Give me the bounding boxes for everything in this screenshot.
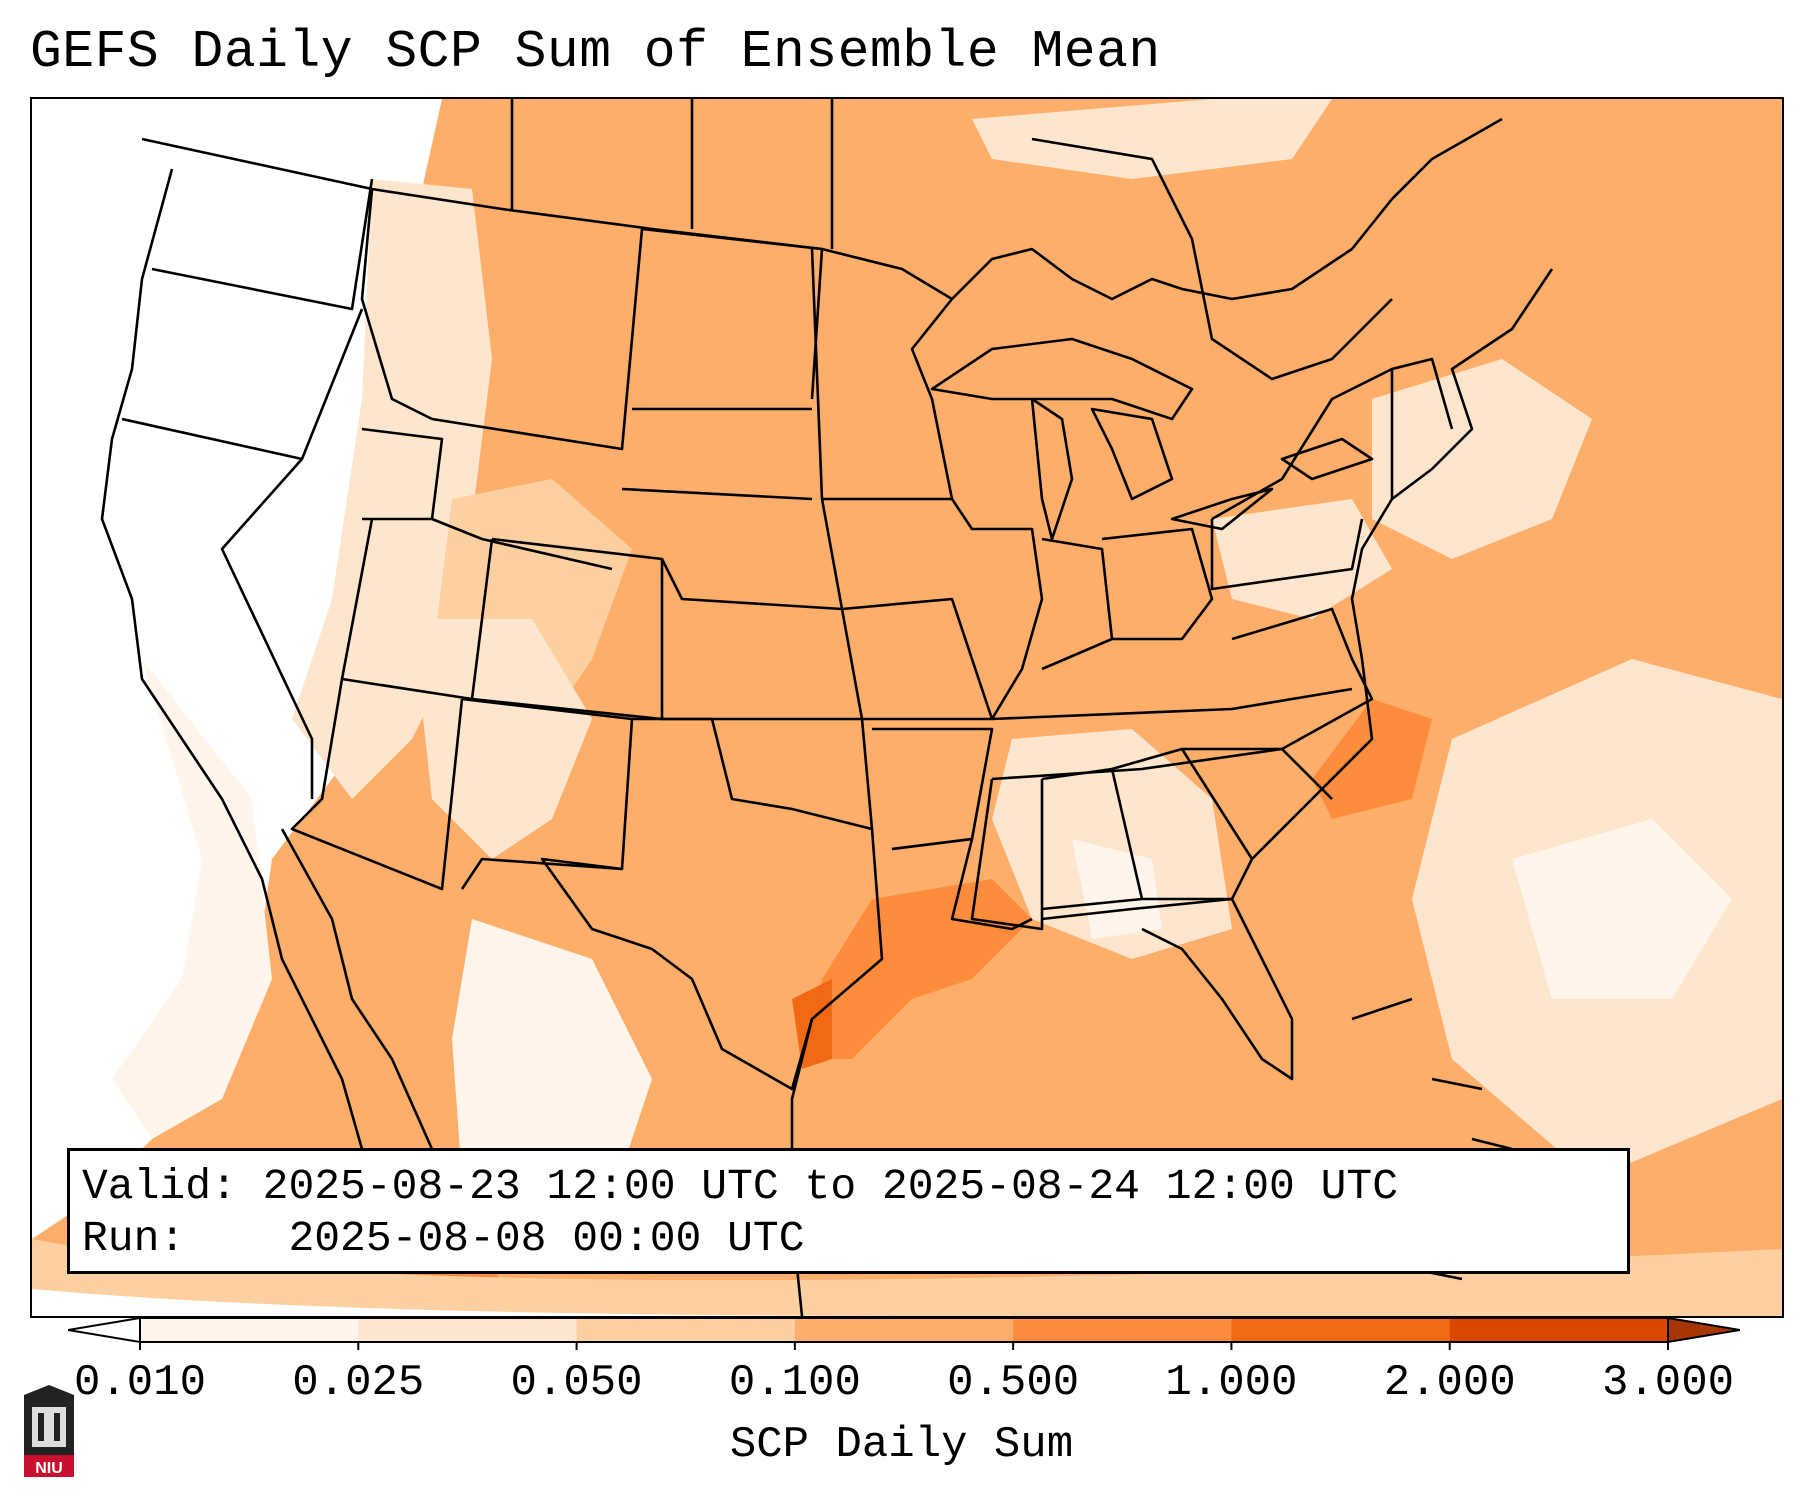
valid-info-box: Valid: 2025-08-23 12:00 UTC to 2025-08-2… [67, 1148, 1630, 1274]
lake-huron [1090, 407, 1174, 501]
border-ky-tn [991, 687, 1353, 721]
scp-field [32, 99, 1782, 1316]
field-pennsylvania-light [1212, 499, 1392, 619]
border-oklahoma [632, 717, 874, 831]
state-boundaries [100, 99, 1554, 1316]
colorbar-tick-label: 0.010 [73, 1358, 207, 1408]
border-texas [540, 828, 884, 1091]
field-pacific-fringe [112, 659, 272, 1139]
map-panel [30, 97, 1784, 1318]
field-canada-light [972, 99, 1332, 179]
colorbar-tick-label: 1.000 [1165, 1358, 1298, 1408]
border-canada-interior [1031, 137, 1393, 381]
field-bottom-band [32, 1239, 1782, 1316]
colorbar-outline [139, 1317, 1669, 1343]
colorbar-tick-label: 3.000 [1601, 1358, 1735, 1408]
colorbar-over-triangle [1667, 1316, 1740, 1344]
border-mississippi [970, 778, 1044, 931]
border-nc-va [1231, 607, 1374, 751]
field-west-low [32, 99, 452, 1239]
border-mt-wy [431, 228, 644, 451]
colorbar-tick-label: 0.050 [510, 1358, 643, 1408]
run-label: Run: [82, 1214, 186, 1263]
lake-erie [1170, 487, 1274, 531]
scp-map [32, 99, 1782, 1316]
colorbar-label: SCP Daily Sum [729, 1420, 1074, 1470]
colorbar-segment [1013, 1318, 1232, 1342]
colorbar-segment [1231, 1318, 1451, 1342]
border-florida [1041, 897, 1294, 1081]
colorbar-segment [358, 1318, 578, 1342]
border-pennsylvania [1210, 518, 1364, 591]
valid-value: 2025-08-23 12:00 UTC to 2025-08-24 12:00… [262, 1162, 1399, 1211]
field-northeast-light [1372, 359, 1592, 559]
border-colorado [471, 537, 664, 721]
border-illinois [950, 498, 1044, 720]
colorbar-segment [1449, 1318, 1669, 1342]
border-ohio [1101, 527, 1214, 641]
coastline-atlantic [1251, 268, 1554, 860]
logo-text: NIU [35, 1460, 63, 1477]
field-southeast-light [992, 729, 1232, 959]
run-value: 2025-08-08 00:00 UTC [288, 1214, 805, 1263]
border-missouri [841, 597, 994, 721]
colorbar-tick-label: 0.100 [728, 1358, 861, 1408]
colorbar-segment [576, 1318, 796, 1342]
field-carolina-offshore [1312, 699, 1432, 819]
university-seal-icon: NIU [24, 1385, 74, 1477]
colorbar-tick-label: 0.500 [947, 1358, 1080, 1408]
border-indiana [1041, 537, 1114, 671]
lake-superior [930, 337, 1194, 421]
border-sd-ne [621, 487, 813, 501]
lake-michigan [1030, 397, 1074, 541]
colorbar-segment [140, 1318, 359, 1342]
coastline-pacific [100, 168, 364, 1150]
valid-label: Valid: [82, 1162, 237, 1211]
coastline-bahamas [1351, 997, 1513, 1151]
border-tn-south [991, 747, 1283, 781]
field-southwest [412, 619, 592, 859]
border-wa-or [151, 178, 374, 311]
border-canada-provinces [510, 99, 834, 249]
border-arizona [290, 678, 464, 891]
border-id-mt [360, 188, 433, 421]
lake-ontario [1280, 437, 1374, 481]
border-alabama [1041, 767, 1144, 911]
border-minnesota-iowa [822, 298, 954, 501]
border-utah [340, 518, 494, 701]
map-title: GEFS Daily SCP Sum of Ensemble Mean [30, 22, 1161, 82]
field-atlantic-lighter [1512, 819, 1732, 999]
border-ne-ks [660, 558, 843, 611]
colorbar [68, 1316, 1740, 1350]
field-outside-domain [32, 1289, 932, 1316]
colorbar-tick-label: 2.000 [1383, 1358, 1516, 1408]
border-ca-nv [220, 458, 314, 799]
colorbar-tick-label: 0.025 [292, 1358, 425, 1408]
colorbar-under-triangle [68, 1316, 141, 1344]
colorbar-segment [794, 1318, 1014, 1342]
border-vermont-nh [1391, 357, 1454, 430]
